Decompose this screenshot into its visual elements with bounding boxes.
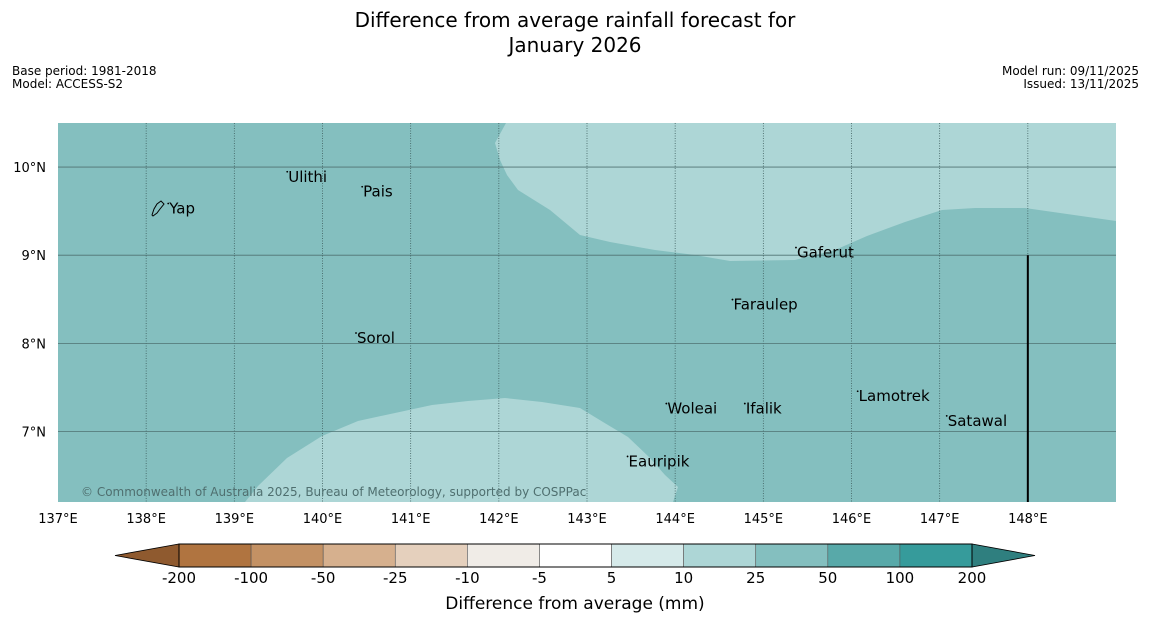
place-label: Woleai xyxy=(667,400,717,418)
place-label: Faraulep xyxy=(733,296,797,314)
lon-tick-label: 139°E xyxy=(215,512,255,527)
lon-tick-label: 140°E xyxy=(303,512,343,527)
place-label: Gaferut xyxy=(797,244,854,262)
lon-tick-label: 143°E xyxy=(567,512,607,527)
title-line-1: Difference from average rainfall forecas… xyxy=(354,8,796,32)
copyright-text: © Commonwealth of Australia 2025, Bureau… xyxy=(81,485,586,499)
island-marker xyxy=(167,202,170,205)
map-title: Difference from average rainfall forecas… xyxy=(0,8,1150,58)
place-label: Sorol xyxy=(357,329,395,347)
model-run-text: Model run: 09/11/2025 xyxy=(1001,64,1139,78)
wetter-region-north xyxy=(495,123,1116,261)
colorbar-segment xyxy=(611,543,684,568)
wetter-region-south xyxy=(245,398,678,502)
colorbar-segment xyxy=(755,543,829,568)
lon-tick-label: 141°E xyxy=(391,512,431,527)
colorbar-tick-label: -25 xyxy=(383,569,408,587)
yap-island-outline xyxy=(151,200,165,217)
colorbar-segment xyxy=(467,543,540,568)
island-marker xyxy=(856,390,859,393)
meta-left: Base period: 1981-2018 Model: ACCESS-S2 xyxy=(12,65,157,91)
island-marker xyxy=(665,402,668,405)
base-period-text: Base period: 1981-2018 xyxy=(12,64,157,78)
colorbar-tick-label: -50 xyxy=(311,569,336,587)
model-text: Model: ACCESS-S2 xyxy=(12,77,124,91)
lon-tick-label: 147°E xyxy=(920,512,960,527)
colorbar-tick-label: 10 xyxy=(674,569,693,587)
lon-tick-label: 145°E xyxy=(744,512,784,527)
island-marker xyxy=(795,246,797,249)
colorbar-segment xyxy=(683,543,757,568)
colorbar-tick-label: -100 xyxy=(234,569,268,587)
island-marker xyxy=(361,185,364,188)
place-label: Satawal xyxy=(948,412,1007,430)
colorbar-tick-label: 50 xyxy=(818,569,837,587)
colorbar-segment xyxy=(539,543,612,568)
lat-tick-label: 9°N xyxy=(22,249,47,264)
island-marker xyxy=(355,332,357,334)
colorbar-segment xyxy=(394,543,468,568)
colorbar-segment xyxy=(322,543,396,568)
issued-text: Issued: 13/11/2025 xyxy=(1023,77,1139,91)
colorbar-tick-label: 5 xyxy=(607,569,617,587)
lon-tick-label: 144°E xyxy=(655,512,695,527)
place-label: Pais xyxy=(363,183,393,201)
lat-tick-label: 7°N xyxy=(22,425,47,440)
colorbar-extend-high xyxy=(971,543,1036,568)
colorbar-tick-label: -10 xyxy=(455,569,480,587)
colorbar-extend-low xyxy=(114,543,180,568)
colorbar-label: Difference from average (mm) xyxy=(445,594,705,614)
colorbar-segment xyxy=(250,543,324,568)
colorbar-tick-label: 25 xyxy=(746,569,765,587)
colorbar-tick-label: -5 xyxy=(532,569,547,587)
place-label: Ifalik xyxy=(746,400,782,418)
place-label: Lamotrek xyxy=(859,387,930,405)
island-marker xyxy=(945,415,948,417)
lon-tick-label: 146°E xyxy=(832,512,872,527)
colorbar-frame xyxy=(178,543,973,568)
place-label: Ulithi xyxy=(288,168,327,186)
lat-tick-label: 8°N xyxy=(22,337,47,352)
colorbar-tick-label: -200 xyxy=(162,569,196,587)
meta-right: Model run: 09/11/2025 Issued: 13/11/2025 xyxy=(1002,65,1139,91)
place-label: Eauripik xyxy=(629,452,690,470)
lon-tick-label: 148°E xyxy=(1008,512,1048,527)
lon-tick-label: 142°E xyxy=(479,512,519,527)
island-marker xyxy=(626,455,629,458)
island-marker xyxy=(731,298,734,301)
colorbar-segment xyxy=(899,543,973,568)
island-marker xyxy=(286,170,289,173)
island-marker xyxy=(743,402,746,405)
lat-tick-label: 10°N xyxy=(13,161,46,176)
title-line-2: January 2026 xyxy=(508,33,642,57)
colorbar-segment xyxy=(827,543,901,568)
colorbar-tick-label: 100 xyxy=(886,569,915,587)
colorbar-tick-label: 200 xyxy=(958,569,987,587)
lon-tick-label: 137°E xyxy=(38,512,78,527)
lon-tick-label: 138°E xyxy=(126,512,166,527)
place-label: Yap xyxy=(168,199,195,217)
colorbar-segment xyxy=(178,543,252,568)
